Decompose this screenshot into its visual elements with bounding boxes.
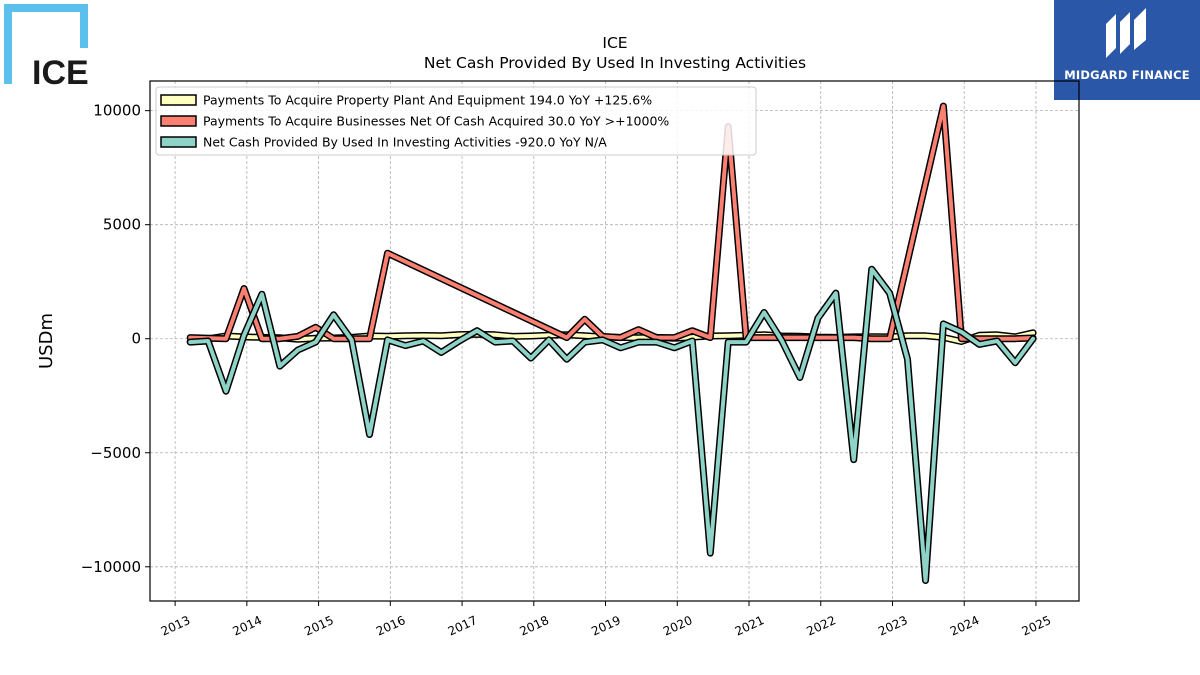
x-tick-label: 2020: [661, 613, 695, 639]
plot-frame: [149, 80, 1080, 602]
logo-bracket: [4, 4, 88, 84]
x-tick-label: 2014: [231, 613, 265, 639]
publisher-logo: MIDGARD FINANCE: [1054, 0, 1200, 100]
x-tick-label: 2018: [517, 613, 551, 639]
x-tick-label: 2021: [733, 613, 767, 639]
y-tick-label: −10000: [81, 558, 141, 576]
y-tick-label: 0: [131, 330, 141, 348]
y-tick-label: 10000: [93, 102, 141, 120]
x-tick-label: 2025: [1020, 613, 1054, 639]
x-tick-label: 2016: [374, 613, 408, 639]
series-line-2: [188, 267, 1036, 583]
x-tick-label: 2024: [948, 613, 982, 639]
company-logo: ICE: [4, 4, 89, 92]
company-logo-text: ICE: [32, 54, 88, 88]
x-tick-label: 2023: [876, 613, 910, 639]
legend-entry-label: Payments To Acquire Businesses Net Of Ca…: [203, 114, 669, 129]
legend-box: [155, 86, 757, 156]
legend-entry-label: Net Cash Provided By Used In Investing A…: [203, 135, 607, 150]
x-tick-label: 2022: [804, 613, 838, 639]
legend-swatch: [160, 136, 197, 148]
chart-subtitle: Net Cash Provided By Used In Investing A…: [424, 54, 806, 72]
legend-swatch: [160, 94, 197, 106]
x-tick-label: 2019: [589, 613, 623, 639]
y-axis-label: USDm: [36, 313, 57, 369]
x-tick-label: 2013: [159, 613, 193, 639]
x-tick-label: 2015: [302, 613, 336, 639]
y-tick-label: 5000: [103, 216, 141, 234]
publisher-logo-icon: [1106, 8, 1146, 58]
x-tick-label: 2017: [446, 613, 480, 639]
series-outline-2: [186, 265, 1037, 584]
chart-title: ICE: [602, 34, 627, 52]
legend-swatch: [160, 115, 197, 127]
legend: Payments To Acquire Property Plant And E…: [155, 86, 757, 156]
legend-entry-label: Payments To Acquire Property Plant And E…: [203, 93, 652, 108]
y-tick-label: −5000: [90, 444, 141, 462]
publisher-logo-text: MIDGARD FINANCE: [1064, 68, 1190, 82]
series-line-1: [188, 104, 1036, 341]
series-lines: [186, 102, 1037, 584]
